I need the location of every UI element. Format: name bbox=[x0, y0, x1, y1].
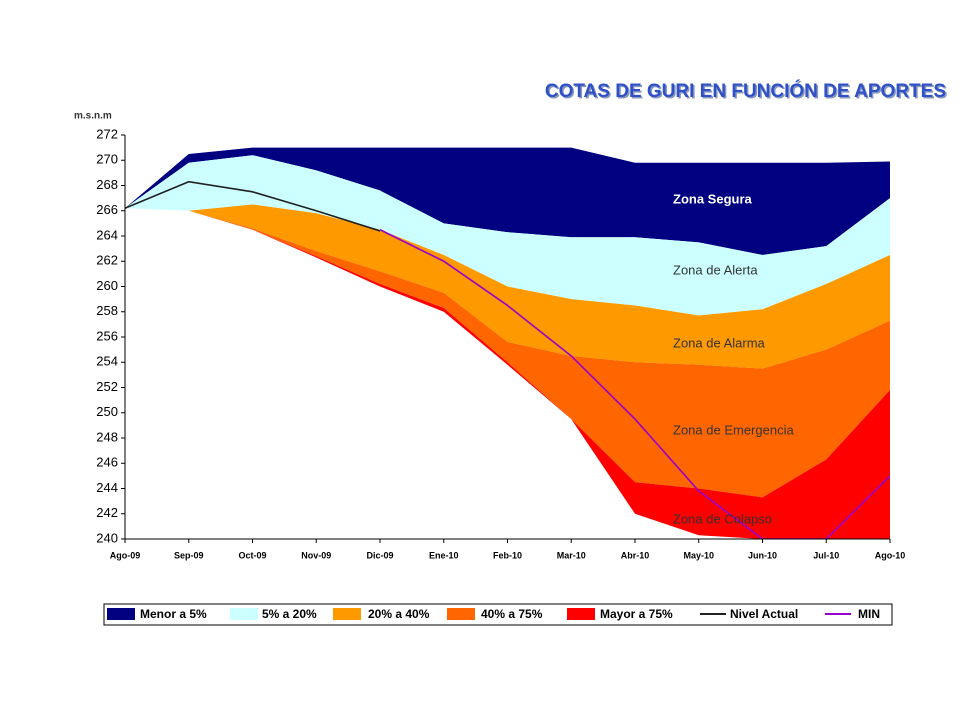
y-tick-label: 270 bbox=[96, 152, 118, 167]
y-tick-label: 262 bbox=[96, 253, 118, 268]
legend-label: Menor a 5% bbox=[140, 607, 207, 621]
legend-label: 5% a 20% bbox=[262, 607, 317, 621]
y-tick-label: 266 bbox=[96, 202, 118, 217]
y-tick-label: 242 bbox=[96, 505, 118, 520]
y-tick-label: 264 bbox=[96, 227, 118, 242]
x-tick-label: Nov-09 bbox=[301, 550, 331, 560]
x-tick-label: Dic-09 bbox=[366, 550, 393, 560]
y-tick-label: 248 bbox=[96, 429, 118, 444]
y-tick-label: 260 bbox=[96, 278, 118, 293]
x-tick-label: Ene-10 bbox=[429, 550, 459, 560]
chart-title-shadow: COTAS DE GURI EN FUNCIÓN DE APORTES bbox=[546, 82, 947, 104]
x-tick-label: Jul-10 bbox=[813, 550, 839, 560]
area-band bbox=[188, 210, 890, 539]
x-tick-label: Ago-09 bbox=[110, 550, 141, 560]
y-tick-label: 246 bbox=[96, 455, 118, 470]
x-tick-label: Ago-10 bbox=[875, 550, 906, 560]
area-band bbox=[125, 147, 890, 255]
line-series bbox=[125, 180, 381, 232]
x-tick-label: Sep-09 bbox=[174, 550, 204, 560]
legend-swatch bbox=[567, 608, 595, 620]
legend-label: 40% a 75% bbox=[481, 607, 543, 621]
legend-box bbox=[103, 603, 893, 626]
legend-label: 20% a 40% bbox=[368, 607, 430, 621]
zone-label: Zona de Emergencia bbox=[673, 422, 794, 437]
zone-label: Zona de Alarma bbox=[673, 335, 766, 350]
x-tick-label: Feb-10 bbox=[493, 550, 522, 560]
x-tick-label: May-10 bbox=[683, 550, 714, 560]
zone-label: Zona de Alerta bbox=[673, 262, 758, 277]
y-tick-label: 250 bbox=[96, 404, 118, 419]
zone-label: Zona Segura bbox=[673, 191, 753, 206]
legend-label: MIN bbox=[858, 607, 880, 621]
x-tick-label: Mar-10 bbox=[557, 550, 586, 560]
area-band bbox=[188, 204, 890, 369]
y-tick-label: 254 bbox=[96, 354, 118, 369]
chart-title: COTAS DE GURI EN FUNCIÓN DE APORTES bbox=[545, 80, 946, 102]
legend-swatch bbox=[107, 608, 135, 620]
legend-swatch bbox=[333, 608, 361, 620]
y-axis-label: m.s.n.m bbox=[74, 111, 112, 122]
y-tick-label: 252 bbox=[96, 379, 118, 394]
x-tick-label: Abr-10 bbox=[621, 550, 650, 560]
plot-area bbox=[125, 147, 890, 539]
area-band bbox=[125, 155, 890, 316]
legend-swatch bbox=[447, 608, 475, 620]
y-tick-label: 268 bbox=[96, 177, 118, 192]
legend-label: Mayor a 75% bbox=[600, 607, 673, 621]
y-tick-label: 240 bbox=[96, 530, 118, 545]
legend-swatch bbox=[230, 608, 258, 620]
area-band bbox=[188, 210, 890, 498]
zone-label: Zona de Colapso bbox=[673, 511, 772, 526]
x-tick-label: Jun-10 bbox=[748, 550, 777, 560]
y-tick-label: 244 bbox=[96, 480, 118, 495]
y-tick-label: 258 bbox=[96, 303, 118, 318]
line-series bbox=[379, 228, 890, 539]
x-tick-label: Oct-09 bbox=[238, 550, 266, 560]
legend-label: Nivel Actual bbox=[730, 607, 798, 621]
y-tick-label: 272 bbox=[96, 126, 118, 141]
y-tick-label: 256 bbox=[96, 328, 118, 343]
